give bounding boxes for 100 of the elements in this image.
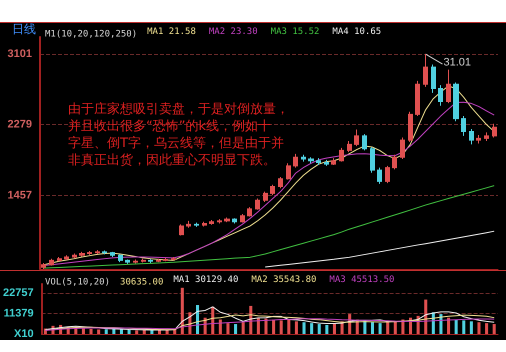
- candlestick: [110, 251, 115, 258]
- text: MA2 23.30: [208, 27, 258, 37]
- candlestick: [385, 165, 390, 184]
- candlestick: [438, 84, 443, 106]
- candlestick: [400, 137, 405, 160]
- candlestick: [217, 218, 222, 224]
- candlestick: [370, 146, 375, 174]
- bar: [378, 323, 382, 334]
- chart-title: VOL(5,10,20): [45, 278, 110, 288]
- candlestick: [431, 64, 436, 94]
- candlestick: [408, 111, 413, 142]
- annotation: 31.01: [443, 56, 472, 69]
- candlestick: [415, 80, 420, 117]
- candlestick: [301, 154, 306, 162]
- bar: [447, 318, 450, 334]
- text: MA1 21.58: [147, 27, 196, 37]
- bar: [310, 323, 314, 334]
- candlestick: [347, 140, 352, 153]
- candlestick: [461, 116, 466, 136]
- bar: [226, 323, 230, 334]
- candlestick: [331, 158, 336, 166]
- bar: [272, 320, 276, 334]
- candlestick: [308, 156, 314, 164]
- candlestick: [240, 214, 245, 224]
- bar: [492, 324, 496, 334]
- candlestick: [423, 54, 428, 88]
- bar: [386, 322, 390, 334]
- candlestick: [484, 132, 489, 142]
- bar: [332, 323, 336, 334]
- candlestick: [186, 220, 191, 228]
- bar: [104, 329, 108, 334]
- text: MA2 35543.80: [251, 275, 316, 285]
- candlestick: [41, 262, 46, 270]
- y-tick-label: 3101: [8, 48, 32, 60]
- y-tick-label: 2279: [8, 118, 32, 131]
- candlestick: [95, 250, 100, 254]
- candlestick: [377, 167, 382, 184]
- bar: [264, 318, 268, 334]
- line-series: [44, 318, 495, 331]
- candlestick: [79, 251, 85, 258]
- bar: [128, 330, 131, 334]
- candlestick: [286, 162, 291, 180]
- bar: [325, 324, 328, 334]
- candlestick: [171, 256, 176, 261]
- annotation: 由于庄家想吸引卖盘，于是对倒放量，并且收出很多“恐怖”的k线，例如十字星、倒T字，乌云线等，但是由于并非真正出货，因此重心不明显下跌。: [68, 101, 289, 168]
- candlestick: [392, 154, 397, 170]
- candlestick: [263, 191, 268, 202]
- candlestick: [194, 222, 199, 228]
- candlestick: [469, 128, 474, 145]
- candlestick: [125, 259, 130, 264]
- bar: [218, 320, 222, 334]
- candlestick: [255, 198, 260, 210]
- bar: [280, 320, 283, 334]
- candlestick: [179, 224, 184, 236]
- y-tick-label: 11379: [4, 307, 34, 320]
- candlestick: [354, 129, 359, 147]
- bar: [120, 329, 123, 334]
- y-tick-label: 1457: [8, 189, 32, 202]
- candlestick: [316, 158, 321, 166]
- candlestick: [270, 184, 275, 196]
- bar: [90, 328, 93, 334]
- bar: [97, 329, 100, 334]
- line-series: [44, 306, 495, 331]
- candlestick: [64, 254, 69, 260]
- candlestick: [72, 253, 77, 259]
- candlestick: [57, 256, 62, 262]
- bar: [180, 288, 184, 334]
- text: MA3 45513.50: [329, 275, 394, 285]
- candlestick: [87, 250, 92, 256]
- bar: [470, 321, 473, 334]
- candlestick: [492, 123, 497, 138]
- candlestick: [118, 254, 123, 263]
- text: MA1 30129.40: [173, 275, 238, 285]
- y-axis-title: 日线: [12, 22, 36, 36]
- bar: [394, 321, 397, 334]
- bar: [477, 322, 481, 334]
- bar: [454, 320, 458, 334]
- bar: [485, 323, 488, 334]
- candlestick: [453, 82, 459, 122]
- candlestick: [49, 258, 54, 266]
- candlestick: [156, 258, 161, 263]
- bar: [424, 300, 428, 334]
- candlestick: [362, 134, 367, 151]
- bar: [234, 324, 238, 334]
- candlestick: [209, 220, 214, 226]
- chart-subtitle: 30635.00: [120, 278, 164, 288]
- bar: [462, 320, 466, 334]
- bar: [287, 320, 290, 334]
- y-tick-label: 22757: [2, 286, 34, 299]
- candlestick: [476, 134, 481, 144]
- candlestick: [148, 258, 153, 264]
- candlestick: [163, 257, 168, 262]
- bar: [135, 330, 138, 334]
- y-tick-label: X10: [14, 328, 34, 340]
- text: MA3 15.52: [270, 27, 320, 37]
- candlestick: [141, 258, 146, 264]
- candlestick: [278, 176, 283, 189]
- candlestick: [202, 221, 207, 227]
- line-series: [43, 185, 495, 269]
- bar: [150, 330, 154, 334]
